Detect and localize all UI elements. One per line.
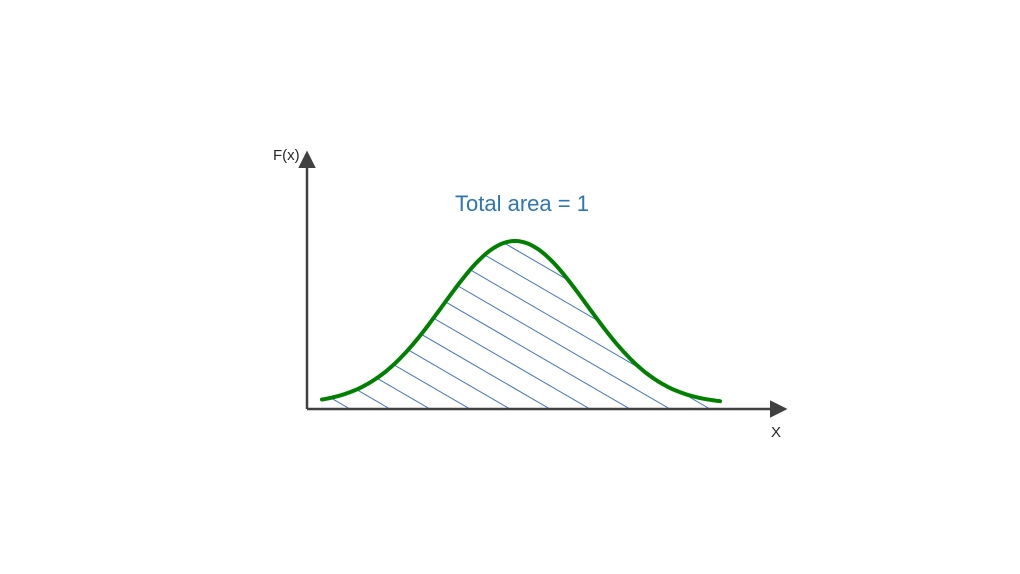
hatch-line (0, 229, 150, 409)
hatch-line (559, 241, 720, 409)
hatch-line (322, 241, 511, 409)
hatch-line (322, 241, 391, 409)
x-axis-label: X (771, 424, 782, 441)
hatch-line (0, 229, 270, 409)
hatch-line (359, 241, 671, 409)
hatch-line (322, 241, 431, 409)
hatch-line (519, 241, 720, 409)
hatch-line (322, 241, 551, 409)
hatch-line (399, 241, 711, 409)
total-area-annotation: Total area = 1 (455, 191, 589, 216)
hatch-line (0, 229, 190, 409)
hatch-line (0, 229, 230, 409)
y-axis-label: F(x) (273, 147, 300, 164)
bell-curve (320, 239, 722, 404)
hatch-line (322, 241, 471, 409)
hatch-line (322, 241, 351, 409)
hatch-line (479, 241, 720, 409)
hatch-line (322, 241, 631, 409)
hatch-line (0, 229, 310, 409)
